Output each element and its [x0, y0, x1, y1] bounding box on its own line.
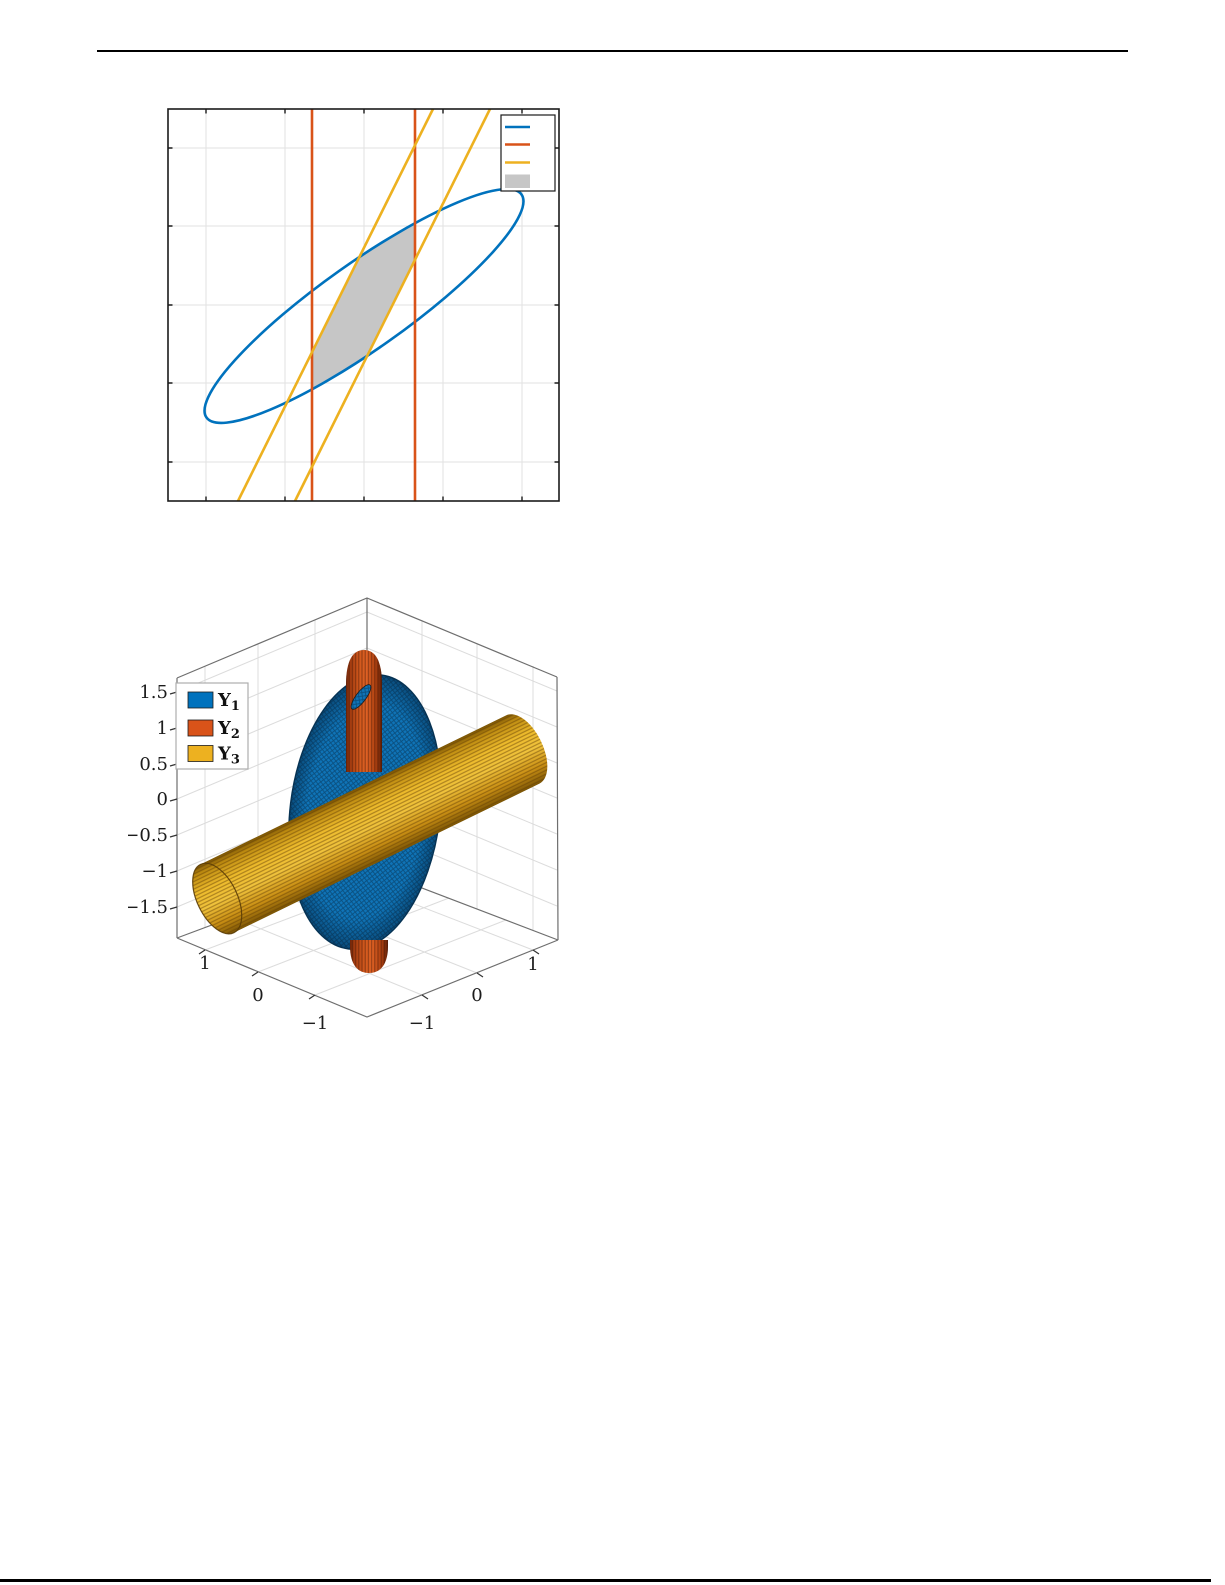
surface-Y3-yellow-cylinder: [192, 714, 548, 935]
x-tick-label: 0: [252, 985, 263, 1006]
x-tick-label: −1: [302, 1013, 329, 1034]
z-tick-label: 1.5: [139, 682, 168, 703]
x-tick-label: 1: [199, 953, 210, 974]
legend-label-Y1: Y1: [217, 690, 240, 714]
z-tick-label: 0: [157, 789, 168, 810]
legend-patch-Y3: [187, 745, 214, 762]
z-tick-label: −0.5: [128, 825, 168, 846]
oblique-constraint-lines: [236, 108, 492, 502]
disc-through-cylinder-hole: [350, 684, 372, 710]
z-tick-label: −1.5: [128, 897, 168, 918]
legend-2d: [500, 114, 556, 192]
x-axis-tick-marks: [198, 949, 316, 1000]
surface-Y2-orange-cylinder-top: [346, 650, 382, 772]
legend-patch-Y1: [187, 691, 214, 709]
y-tick-label: −1: [409, 1013, 436, 1034]
y-tick-label: 1: [527, 954, 538, 975]
figure-3d-surfaces-plot: 1.5 1 0.5 0 −0.5 −1 −1.5 1 0 −1 −1 0 1: [128, 597, 559, 1034]
ellipse-set-boundary: [203, 187, 525, 425]
surface-Y2-orange-cylinder-bottom: [350, 940, 388, 973]
legend-patch-intersection: [505, 174, 530, 188]
header-rule: [97, 50, 1128, 53]
z-axis-tick-marks: [169, 691, 178, 910]
z-tick-label: 0.5: [139, 754, 168, 775]
y-axis-tick-marks: [421, 949, 540, 1000]
y-tick-label: 0: [471, 985, 482, 1006]
footer-rule: [0, 1579, 1211, 1582]
legend-3d: Y1 Y2 Y3: [175, 682, 249, 770]
legend-label-Y3: Y3: [217, 744, 240, 768]
figure-2d-intersection-plot: [167, 108, 560, 502]
axes-box-front-edges: [176, 937, 559, 1018]
vertical-constraint-lines: [310, 109, 417, 501]
legend-label-Y2: Y2: [217, 718, 240, 742]
z-tick-label: −1: [141, 861, 168, 882]
z-tick-label: 1: [157, 718, 168, 739]
axes-tick-marks: [168, 109, 559, 501]
legend-patch-Y2: [187, 719, 214, 737]
